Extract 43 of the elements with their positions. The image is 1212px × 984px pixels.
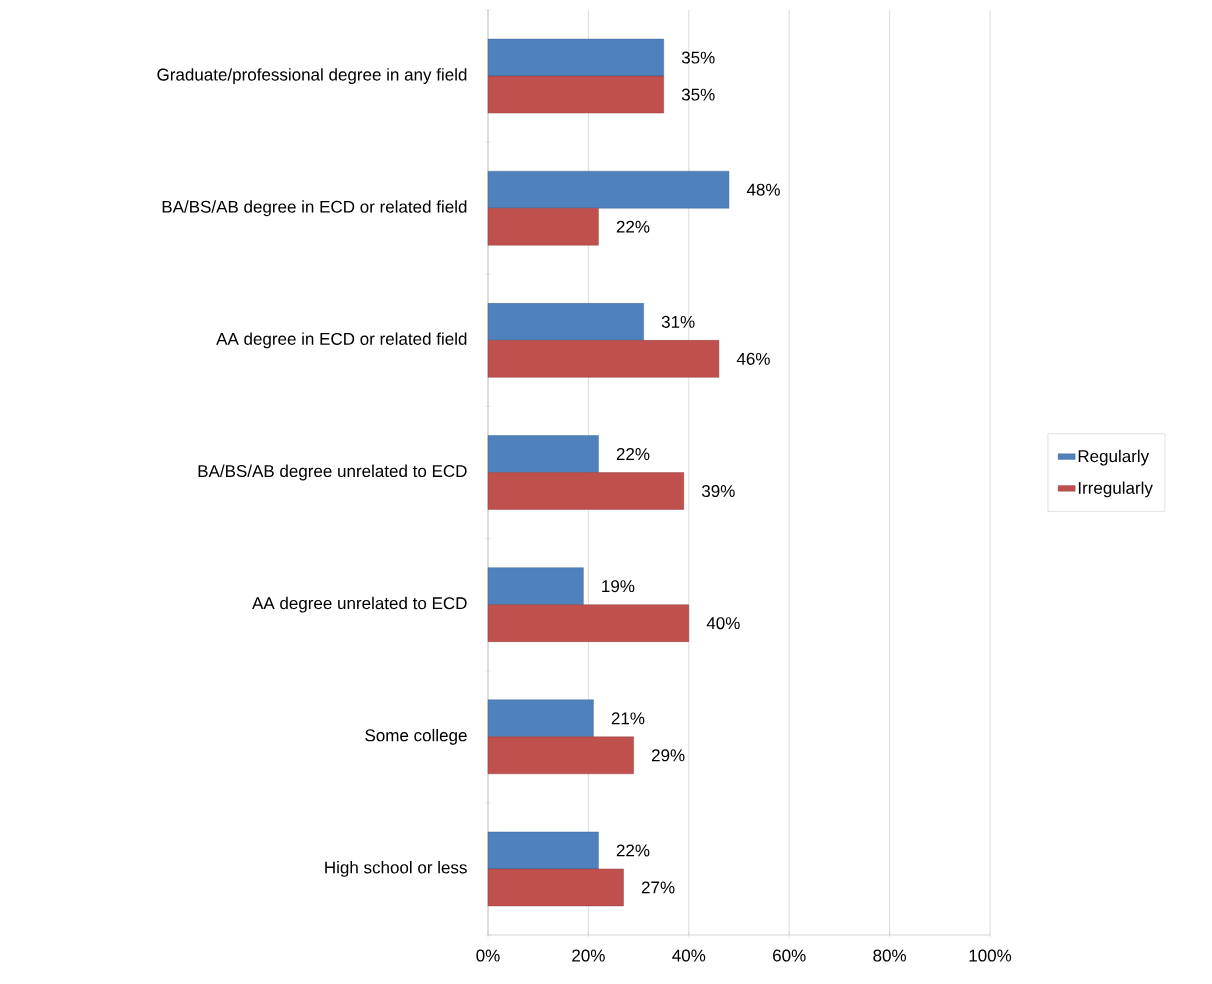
legend-label: Regularly bbox=[1078, 449, 1150, 466]
data-label: 48% bbox=[746, 183, 780, 196]
bar bbox=[487, 435, 599, 473]
bar bbox=[487, 75, 664, 114]
bar bbox=[487, 472, 684, 510]
data-label: 19% bbox=[602, 580, 635, 593]
y-tick-label: High school or less bbox=[325, 861, 467, 877]
y-tick-label: Graduate/professional degree in any field bbox=[157, 68, 467, 85]
bar bbox=[487, 340, 720, 378]
bar bbox=[487, 38, 664, 77]
data-label: 22% bbox=[616, 220, 650, 233]
bar bbox=[487, 171, 730, 209]
data-label: 46% bbox=[736, 352, 770, 365]
data-label: 29% bbox=[651, 749, 685, 762]
y-tick-label: Some college bbox=[365, 728, 467, 745]
y-tick-label: AA degree unrelated to ECD bbox=[252, 596, 467, 613]
data-label: 40% bbox=[706, 617, 740, 630]
x-tick-label: 100% bbox=[969, 949, 1012, 962]
data-label: 39% bbox=[701, 484, 735, 498]
y-tick-label: BA/BS/AB degree unrelated to ECD bbox=[198, 464, 467, 481]
y-tick-label: BA/BS/AB degree in ECD or related field bbox=[162, 200, 467, 217]
bar bbox=[487, 604, 689, 642]
x-tick-label: 20% bbox=[572, 949, 605, 962]
x-tick-label: 40% bbox=[672, 949, 706, 962]
bar bbox=[487, 699, 594, 737]
data-label: 22% bbox=[616, 448, 650, 460]
x-tick-label: 80% bbox=[873, 949, 907, 962]
data-label: 27% bbox=[641, 881, 675, 894]
bar bbox=[487, 208, 599, 246]
data-label: 31% bbox=[661, 315, 695, 328]
bar bbox=[487, 868, 624, 907]
data-label: 21% bbox=[611, 712, 645, 725]
bar bbox=[487, 567, 584, 605]
x-tick-label: 60% bbox=[773, 949, 806, 962]
bar bbox=[487, 736, 634, 774]
bar bbox=[487, 303, 644, 341]
y-tick-label: AA degree in ECD or related field bbox=[216, 332, 467, 349]
legend-label: Irregularly bbox=[1078, 481, 1153, 498]
data-label: 35% bbox=[681, 88, 715, 101]
data-label: 35% bbox=[681, 51, 715, 64]
bar bbox=[487, 831, 599, 870]
data-label: 22% bbox=[616, 844, 650, 857]
x-tick-label: 0% bbox=[476, 949, 500, 962]
